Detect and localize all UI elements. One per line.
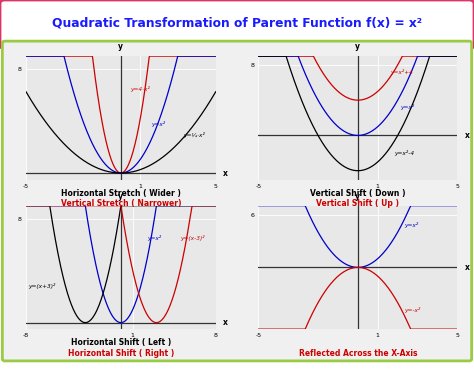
Text: y: y (118, 192, 123, 201)
Text: y=x²: y=x² (151, 121, 165, 127)
Text: y=(x+3)²: y=(x+3)² (28, 283, 56, 289)
Text: y=-x²: y=-x² (404, 307, 420, 313)
Text: y=x²+4: y=x²+4 (390, 69, 412, 75)
Text: y: y (356, 42, 360, 51)
Text: Reflected Across the X-Axis: Reflected Across the X-Axis (299, 349, 417, 358)
Text: y=x²: y=x² (147, 235, 161, 241)
Text: y=¼·x²: y=¼·x² (183, 132, 205, 138)
Text: y=x²-4: y=x²-4 (394, 150, 414, 156)
Text: x: x (223, 169, 228, 178)
Text: Vertical Stretch ( Narrower): Vertical Stretch ( Narrower) (61, 199, 181, 208)
Text: Quadratic Transformation of Parent Function f(x) = x²: Quadratic Transformation of Parent Funct… (52, 17, 422, 30)
Text: y=(x-3)²: y=(x-3)² (180, 235, 205, 241)
Text: y=x²: y=x² (404, 222, 418, 228)
Text: y=x²: y=x² (400, 104, 414, 110)
Text: x: x (223, 318, 228, 327)
Text: y: y (356, 192, 360, 201)
Text: Horizontal Shift ( Left ): Horizontal Shift ( Left ) (71, 338, 171, 347)
Text: x: x (465, 131, 470, 140)
Text: y=4·x²: y=4·x² (130, 86, 150, 92)
Text: Horizontal Shift ( Right ): Horizontal Shift ( Right ) (68, 349, 174, 358)
Text: x: x (465, 263, 470, 272)
Text: y: y (118, 42, 123, 51)
Text: Horizontal Stretch ( Wider ): Horizontal Stretch ( Wider ) (61, 189, 181, 198)
Text: Vertical Shift ( Down ): Vertical Shift ( Down ) (310, 189, 406, 198)
Text: Vertical Shift ( Up ): Vertical Shift ( Up ) (316, 199, 400, 208)
